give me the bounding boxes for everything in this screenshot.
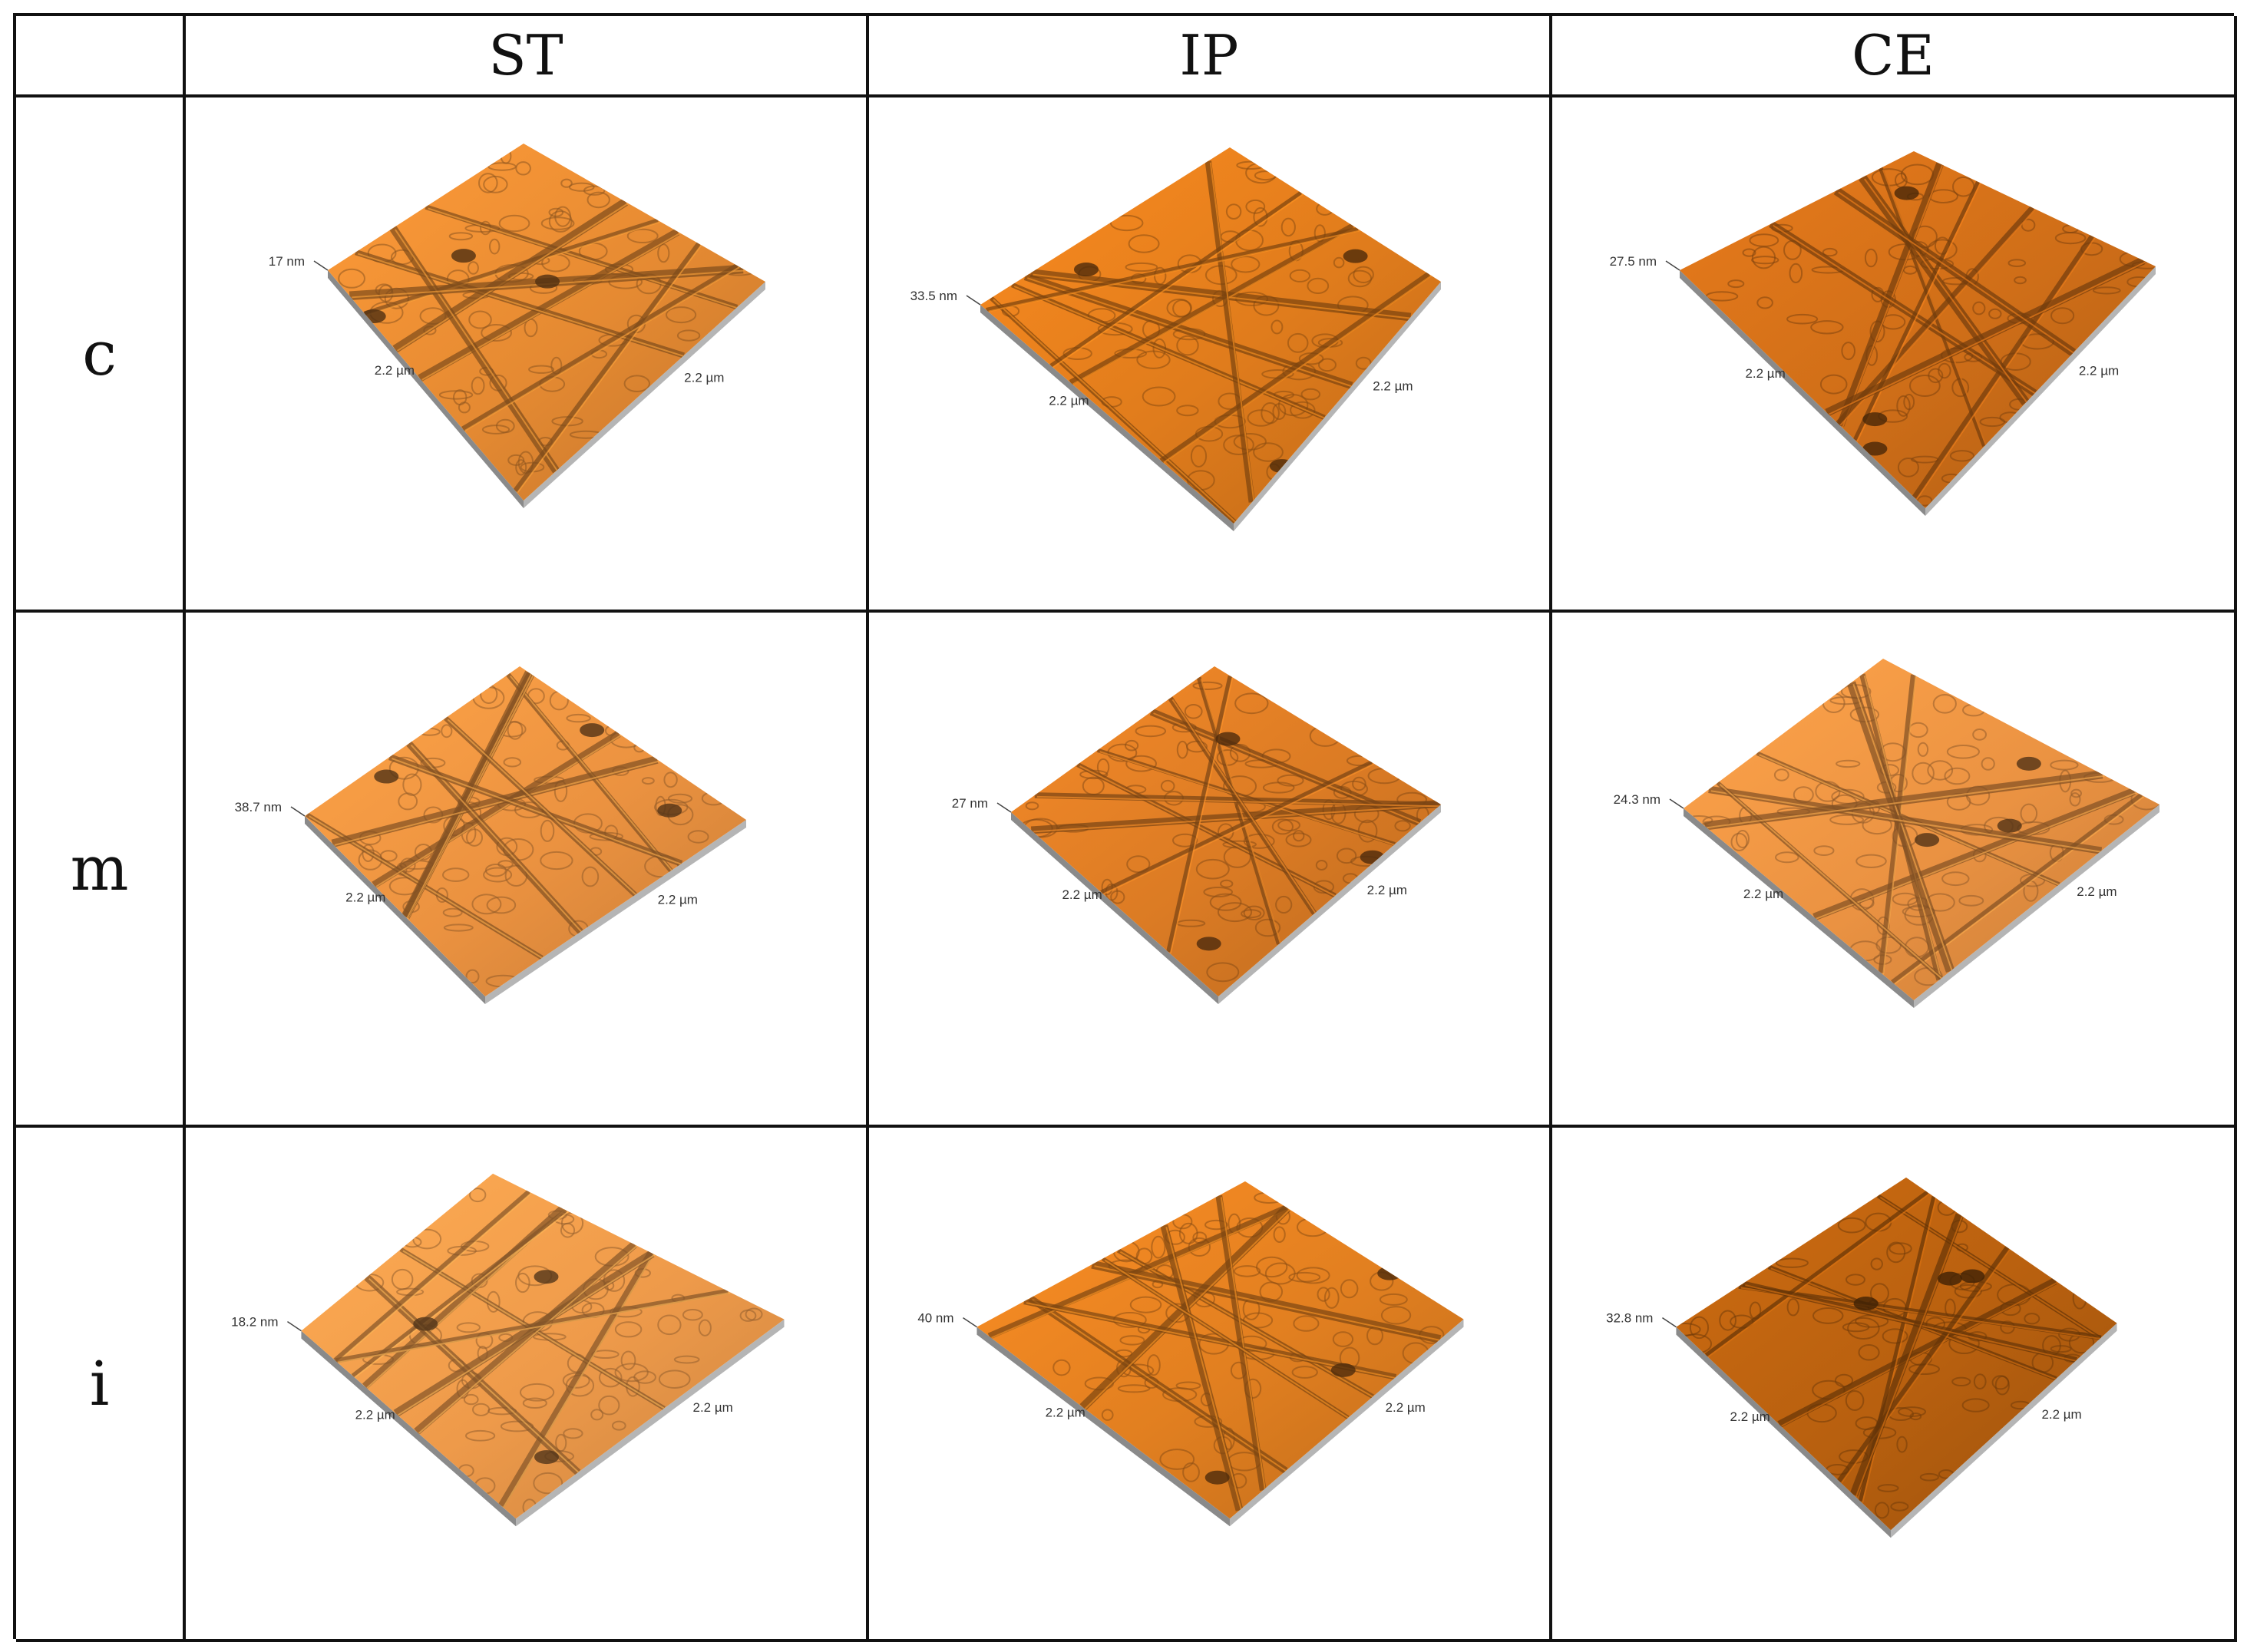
surface-texture [306,670,726,988]
row-label-m: m [16,613,186,1128]
x-size-label: 2.2 µm [1730,1409,1770,1424]
surface-left-wall [976,1327,1230,1527]
z-height-label: 24.3 nm [1614,792,1660,807]
surface-right-wall [516,1319,785,1527]
row-label-i: i [16,1128,186,1642]
surface-texture [986,160,1432,524]
surface-top [1680,151,2156,508]
surface-texture [1684,673,2159,986]
surface-texture [1705,162,2156,507]
surface-texture [333,1188,763,1516]
afm-image-i-ip: 40 nm 2.2 µm 2.2 µm [869,1128,1552,1642]
afm-results-table: ST IP CE c 17 nm 2.2 µm 2.2 µm 33.5 nm 2.2 … [13,13,2237,1642]
surface-right-wall [524,282,765,508]
surface-texture [987,1191,1445,1512]
surface-left-wall [305,816,485,1004]
surface-right-wall [485,820,746,1004]
afm-surface-plot: 27 nm 2.2 µm 2.2 µm [952,666,1441,1004]
y-size-label: 2.2 µm [2079,364,2119,378]
surface-right-wall [1218,805,1441,1004]
x-size-label: 2.2 µm [1745,366,1785,381]
afm-image-m-ce: 24.3 nm 2.2 µm 2.2 µm [1552,613,2237,1128]
afm-image-c-ip: 33.5 nm 2.2 µm 2.2 µm [869,97,1552,613]
surface-texture [1676,1190,2104,1519]
afm-surface-plot: 18.2 nm 2.2 µm 2.2 µm [231,1173,785,1527]
afm-image-i-ce: 32.8 nm 2.2 µm 2.2 µm [1552,1128,2237,1642]
z-height-label: 33.5 nm [910,289,957,303]
afm-surface-plot: 17 nm 2.2 µm 2.2 µm [269,144,765,508]
surface-right-wall [1914,805,2159,1008]
column-header-ip: IP [869,16,1552,97]
y-size-label: 2.2 µm [693,1400,733,1415]
afm-surface-plot: 40 nm 2.2 µm 2.2 µm [917,1181,1464,1527]
z-height-label: 38.7 nm [235,800,282,814]
z-height-label: 40 nm [917,1311,953,1326]
afm-surface-plot: 24.3 nm 2.2 µm 2.2 µm [1614,659,2159,1008]
surface-left-wall [301,1330,517,1527]
afm-surface-plot: 38.7 nm 2.2 µm 2.2 µm [235,666,746,1004]
surface-left-wall [1676,1327,1892,1538]
afm-image-i-st: 18.2 nm 2.2 µm 2.2 µm [186,1128,869,1642]
z-height-label: 17 nm [269,254,305,269]
surface-right-wall [1891,1323,2117,1538]
surface-texture [338,148,754,493]
x-size-label: 2.2 µm [1049,393,1089,408]
y-size-label: 2.2 µm [658,892,698,907]
surface-left-wall [1680,270,1925,516]
afm-surface-plot: 27.5 nm 2.2 µm 2.2 µm [1610,151,2156,516]
y-size-label: 2.2 µm [2041,1407,2081,1422]
x-size-label: 2.2 µm [1046,1405,1085,1419]
surface-left-wall [1684,808,1914,1008]
z-height-label: 32.8 nm [1606,1311,1653,1326]
x-size-label: 2.2 µm [345,890,385,904]
surface-top [976,1181,1464,1519]
surface-left-wall [328,270,524,508]
surface-right-wall [1229,1319,1464,1527]
z-height-label: 27.5 nm [1610,254,1657,269]
y-size-label: 2.2 µm [1386,1400,1426,1415]
surface-left-wall [1011,812,1218,1004]
y-size-label: 2.2 µm [2077,884,2116,899]
y-size-label: 2.2 µm [1367,883,1407,897]
z-height-label: 27 nm [952,796,988,811]
x-size-label: 2.2 µm [1743,887,1783,901]
surface-right-wall [1234,282,1441,531]
x-size-label: 2.2 µm [355,1408,395,1422]
y-size-label: 2.2 µm [1373,379,1413,394]
surface-left-wall [980,305,1234,531]
afm-image-m-st: 38.7 nm 2.2 µm 2.2 µm [186,613,869,1128]
y-size-label: 2.2 µm [684,370,724,385]
column-header-st: ST [186,16,869,97]
row-label-c: c [16,97,186,613]
afm-image-m-ip: 27 nm 2.2 µm 2.2 µm [869,613,1552,1128]
x-size-label: 2.2 µm [1062,887,1102,902]
z-height-label: 18.2 nm [231,1315,278,1330]
column-header-ce: CE [1552,16,2237,97]
afm-surface-plot: 32.8 nm 2.2 µm 2.2 µm [1606,1177,2117,1538]
afm-image-c-st: 17 nm 2.2 µm 2.2 µm [186,97,869,613]
surface-top [1684,659,2159,1000]
afm-image-c-ce: 27.5 nm 2.2 µm 2.2 µm [1552,97,2237,613]
x-size-label: 2.2 µm [375,363,415,378]
surface-right-wall [1925,266,2156,516]
corner-cell [16,16,186,97]
afm-surface-plot: 33.5 nm 2.2 µm 2.2 µm [910,147,1441,531]
